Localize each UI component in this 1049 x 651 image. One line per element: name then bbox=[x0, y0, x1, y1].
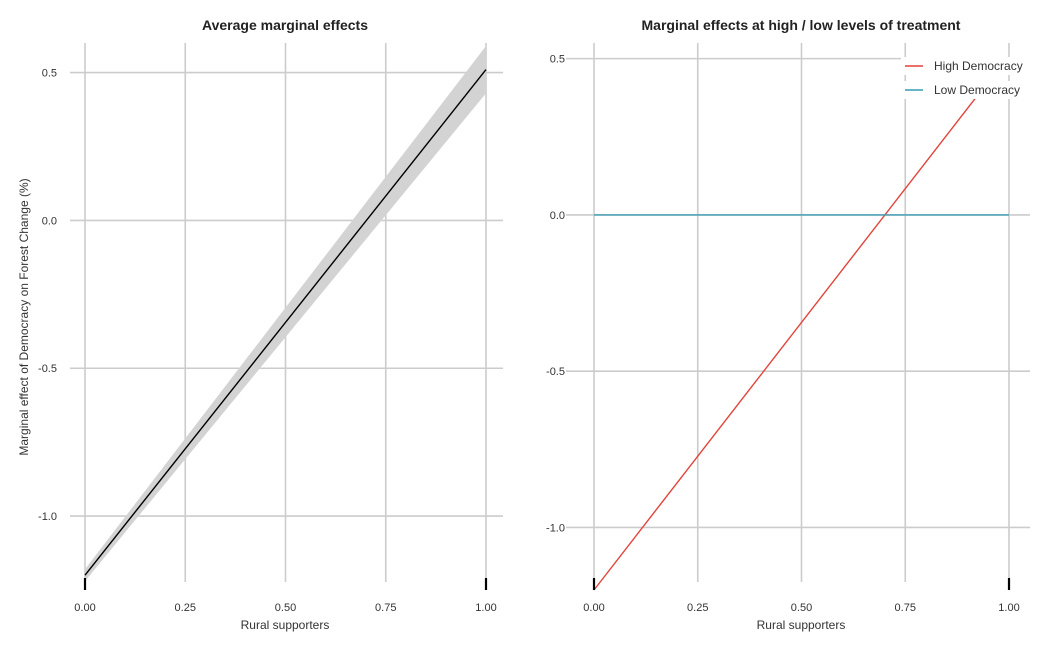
y-tick-label: -1.0 bbox=[546, 522, 565, 534]
x-tick-label: 1.00 bbox=[475, 602, 496, 614]
legend-label: High Democracy bbox=[934, 59, 1023, 73]
x-tick-label: 0.50 bbox=[791, 602, 812, 614]
y-tick-label: 0.0 bbox=[42, 215, 57, 227]
y-tick-label: 0.5 bbox=[550, 54, 565, 66]
y-tick-label: 0.0 bbox=[550, 210, 565, 222]
y-axis-label: Marginal effect of Democracy on Forest C… bbox=[17, 178, 31, 455]
x-tick-label: 0.75 bbox=[375, 602, 396, 614]
x-tick-label: 0.25 bbox=[687, 602, 708, 614]
legend-background bbox=[901, 81, 1031, 99]
panel-title: Average marginal effects bbox=[202, 17, 368, 33]
legend-background bbox=[901, 57, 1031, 75]
x-tick-label: 0.00 bbox=[583, 602, 604, 614]
x-axis-label: Rural supporters bbox=[757, 618, 846, 632]
y-tick-label: -0.5 bbox=[546, 366, 565, 378]
panel-title: Marginal effects at high / low levels of… bbox=[642, 17, 961, 33]
legend-label: Low Democracy bbox=[934, 83, 1020, 97]
x-tick-label: 1.00 bbox=[998, 602, 1019, 614]
x-tick-label: 0.50 bbox=[275, 602, 296, 614]
confidence-band bbox=[85, 45, 486, 582]
effect-line bbox=[84, 69, 487, 576]
x-tick-label: 0.25 bbox=[175, 602, 196, 614]
y-tick-label: -0.5 bbox=[38, 363, 57, 375]
high-democracy-line bbox=[593, 97, 977, 591]
y-tick-label: 0.5 bbox=[42, 68, 57, 80]
x-tick-label: 0.75 bbox=[895, 602, 916, 614]
x-tick-label: 0.00 bbox=[74, 602, 95, 614]
y-tick-label: -1.0 bbox=[38, 511, 57, 523]
average-marginal-effects-panel: 0.00 0.25 0.50 0.75 1.00 -1.0 -0.5 0.0 0.5 Averag… bbox=[17, 17, 503, 632]
high-low-treatment-panel: 0.00 0.25 0.50 0.75 1.00 -1.0 -0.5 0.0 0.5 Margin… bbox=[546, 17, 1031, 632]
x-axis-label: Rural supporters bbox=[241, 618, 330, 632]
